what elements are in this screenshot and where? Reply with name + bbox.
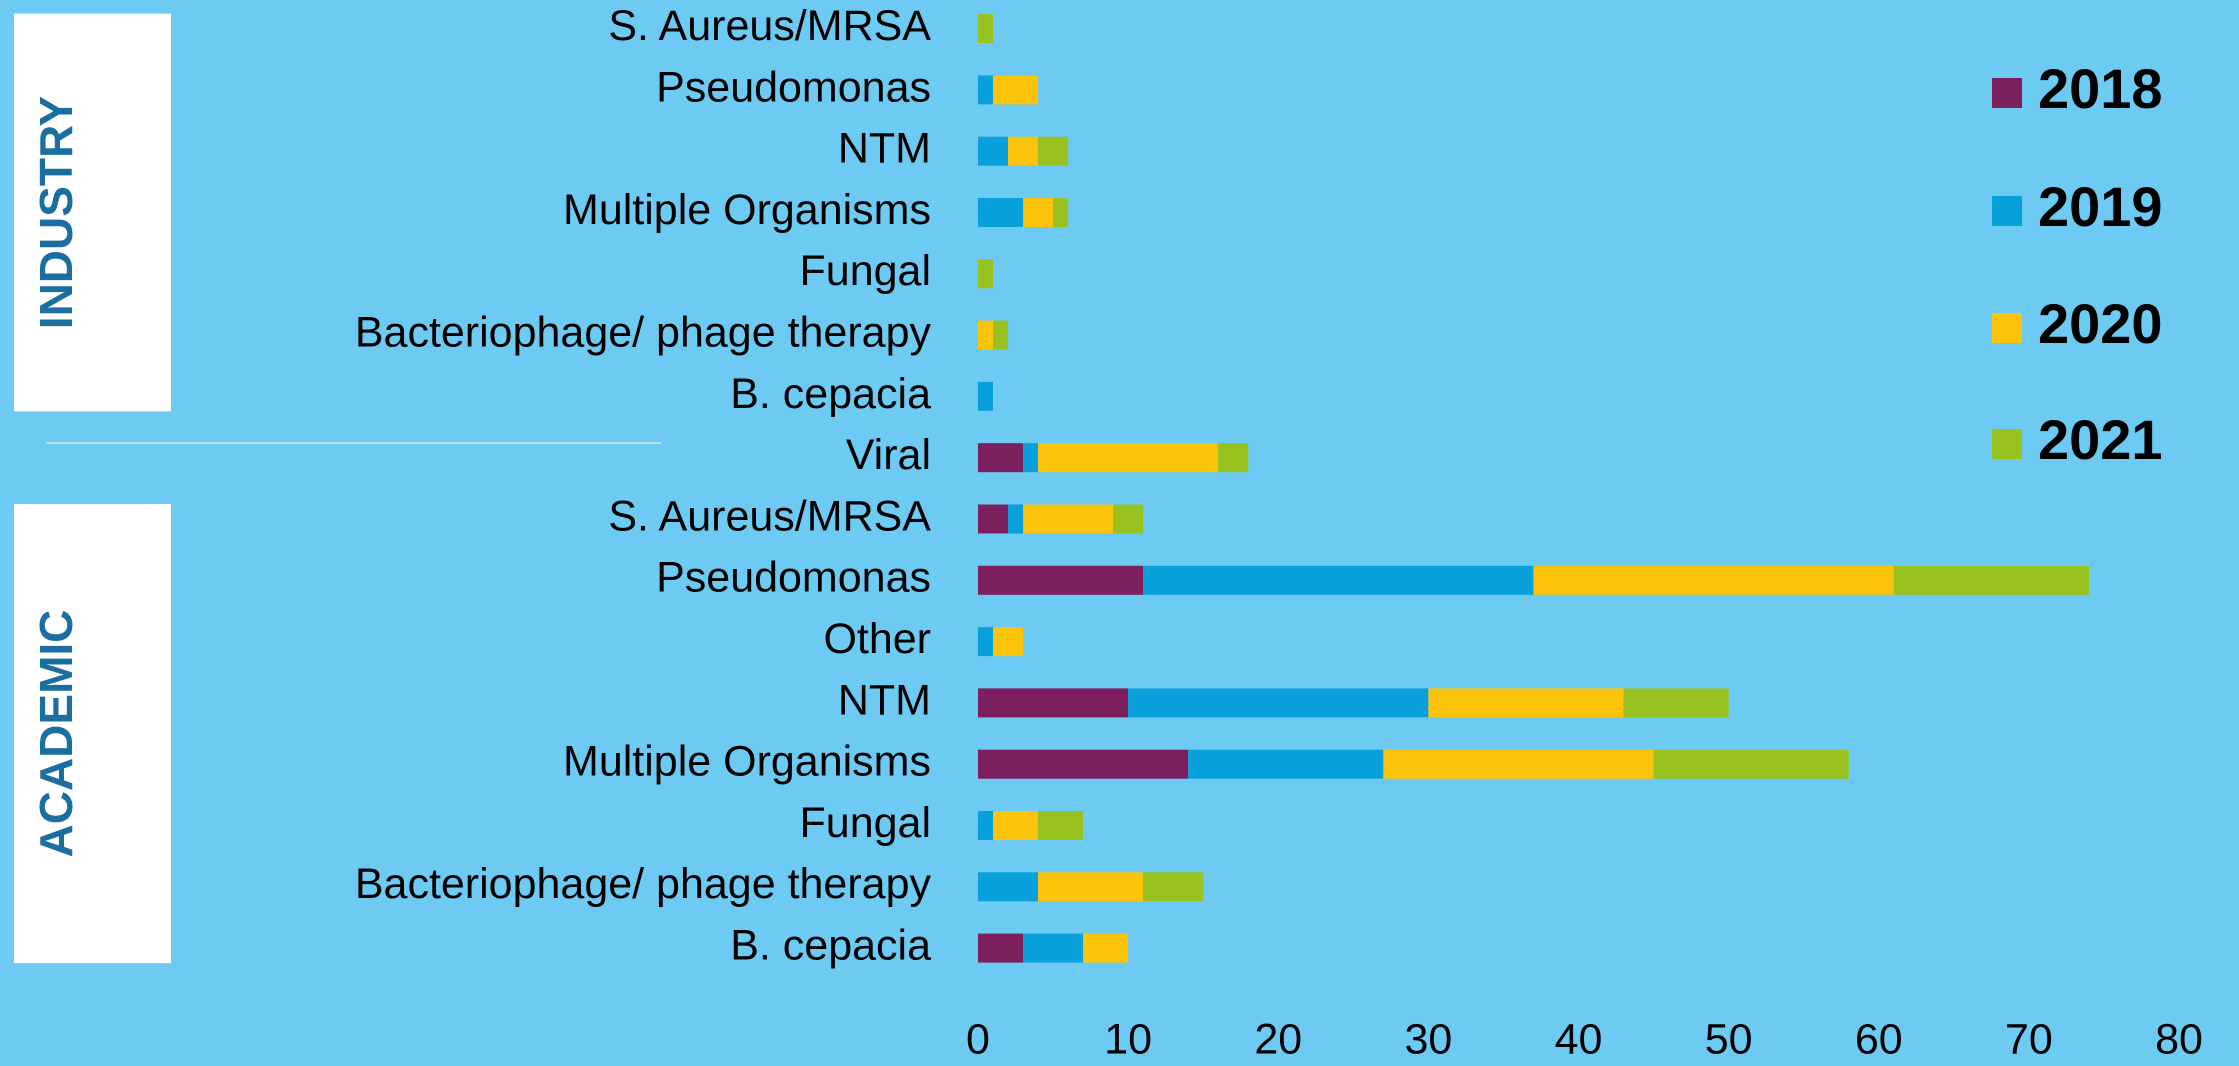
x-tick-label: 30 xyxy=(1404,1015,1452,1063)
bar-segment xyxy=(978,749,1189,779)
x-tick-label: 70 xyxy=(2005,1015,2053,1063)
category-label: Bacteriophage/ phage therapy xyxy=(355,860,932,908)
legend-swatch xyxy=(1992,196,2022,226)
category-label: B. cepacia xyxy=(730,921,931,969)
group-label: ACADEMIC xyxy=(30,610,82,858)
bar-segment xyxy=(978,933,1024,963)
bar-segment xyxy=(1383,749,1654,779)
x-tick-label: 80 xyxy=(2155,1015,2203,1063)
category-label: Fungal xyxy=(800,247,931,295)
bar-segment xyxy=(1143,565,1534,595)
category-label: Multiple Organisms xyxy=(563,738,931,786)
bar-segment xyxy=(1083,933,1129,963)
category-label: Other xyxy=(823,615,931,663)
category-label: S. Aureus/MRSA xyxy=(608,492,931,540)
bar-segment xyxy=(993,320,1009,350)
bar-segment xyxy=(993,75,1039,105)
legend-label: 2020 xyxy=(2038,292,2163,355)
bar-segment xyxy=(1893,565,2089,595)
x-tick-label: 40 xyxy=(1555,1015,1603,1063)
bar-segment xyxy=(1023,933,1084,963)
legend-label: 2021 xyxy=(2038,408,2163,471)
bar-segment xyxy=(978,320,994,350)
category-label: NTM xyxy=(838,125,931,173)
bar-segment xyxy=(1623,688,1729,718)
bar-segment xyxy=(1653,749,1849,779)
legend-label: 2018 xyxy=(2038,57,2163,120)
bar-segment xyxy=(1008,504,1024,534)
bar-segment xyxy=(978,872,1039,902)
bar-segment xyxy=(1113,504,1144,534)
bar-segment xyxy=(1038,811,1084,840)
bar-segment xyxy=(1428,688,1624,718)
bar-segment xyxy=(993,627,1024,657)
bar-segment xyxy=(978,627,994,657)
category-label: Pseudomonas xyxy=(656,63,931,111)
legend-swatch xyxy=(1992,313,2022,343)
legend-label: 2019 xyxy=(2038,175,2163,238)
bar-segment xyxy=(978,504,1009,534)
x-tick-label: 20 xyxy=(1254,1015,1302,1063)
bar-segment xyxy=(1023,198,1054,227)
category-label: Fungal xyxy=(800,799,931,847)
x-tick-label: 0 xyxy=(966,1015,990,1063)
x-tick-label: 10 xyxy=(1104,1015,1152,1063)
category-label: Pseudomonas xyxy=(656,554,931,602)
category-label: B. cepacia xyxy=(730,370,931,418)
bar-segment xyxy=(1218,443,1249,473)
bar-segment xyxy=(978,136,1009,166)
bar-segment xyxy=(1533,565,1894,595)
bar-segment xyxy=(978,381,994,411)
bar-segment xyxy=(1188,749,1384,779)
category-label: Bacteriophage/ phage therapy xyxy=(355,308,932,356)
bar-segment xyxy=(1038,136,1069,166)
bar-segment xyxy=(978,443,1024,473)
bar-segment xyxy=(1023,443,1039,473)
bar-segment xyxy=(1038,443,1219,473)
group-box xyxy=(14,504,171,964)
legend-swatch xyxy=(1992,78,2022,108)
bar-segment xyxy=(978,198,1024,227)
legend-swatch xyxy=(1992,429,2022,459)
bar-segment xyxy=(978,688,1129,718)
bar-segment xyxy=(978,811,994,840)
bar-segment xyxy=(1008,136,1039,166)
bar-segment xyxy=(978,14,994,44)
category-label: Multiple Organisms xyxy=(563,186,931,234)
bar-segment xyxy=(1143,872,1204,902)
bar-segment xyxy=(1128,688,1429,718)
bar-segment xyxy=(993,811,1039,840)
group-box xyxy=(14,13,171,412)
bar-segment xyxy=(978,75,994,105)
x-tick-label: 50 xyxy=(1705,1015,1753,1063)
bar-segment xyxy=(1023,504,1114,534)
group-label: INDUSTRY xyxy=(30,96,82,329)
bar-segment xyxy=(978,259,994,289)
bar-segment xyxy=(1053,198,1069,227)
bar-segment xyxy=(978,565,1144,595)
bar-segment xyxy=(1038,872,1144,902)
category-label: S. Aureus/MRSA xyxy=(608,2,931,50)
x-tick-label: 60 xyxy=(1855,1015,1903,1063)
category-label: NTM xyxy=(838,676,931,724)
category-label: Viral xyxy=(846,431,931,479)
